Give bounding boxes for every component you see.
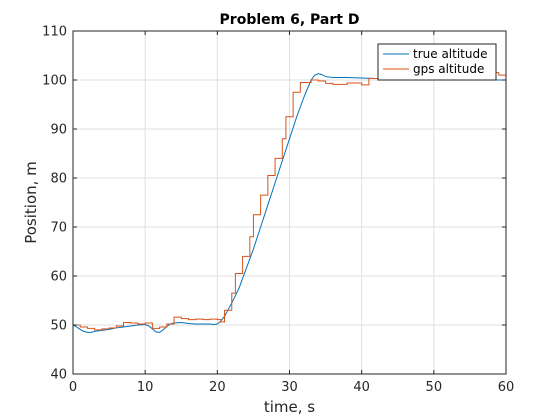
legend-box xyxy=(377,43,497,81)
legend-label: true altitude xyxy=(413,47,487,61)
legend-label: gps altitude xyxy=(413,62,484,76)
y-tick-label: 80 xyxy=(50,172,67,187)
y-tick-label: 100 xyxy=(42,74,67,89)
y-tick-label: 90 xyxy=(50,123,67,138)
y-tick-label: 40 xyxy=(50,368,67,383)
x-axis-label: time, s xyxy=(264,398,315,416)
chart-title: Problem 6, Part D xyxy=(220,12,360,28)
y-axis-label: Position, m xyxy=(22,161,40,244)
x-tick-label: 50 xyxy=(426,380,443,395)
y-tick-label: 110 xyxy=(42,25,67,40)
y-tick-label: 50 xyxy=(50,319,67,334)
series-line-2 xyxy=(73,72,506,331)
x-tick-label: 30 xyxy=(281,380,298,395)
x-tick-label: 60 xyxy=(498,380,515,395)
series-line-1 xyxy=(72,73,506,333)
x-tick-label: 40 xyxy=(353,380,370,395)
x-tick-label: 0 xyxy=(69,380,77,395)
plot-area: 0 10 20 30 40 50 60 40 50 60 70 80 90 100 110 true alti… xyxy=(42,25,514,396)
y-tick-label: 60 xyxy=(50,270,67,285)
x-tick-label: 20 xyxy=(209,380,226,395)
y-tick-label: 70 xyxy=(50,221,67,236)
x-tick-label: 10 xyxy=(137,380,154,395)
